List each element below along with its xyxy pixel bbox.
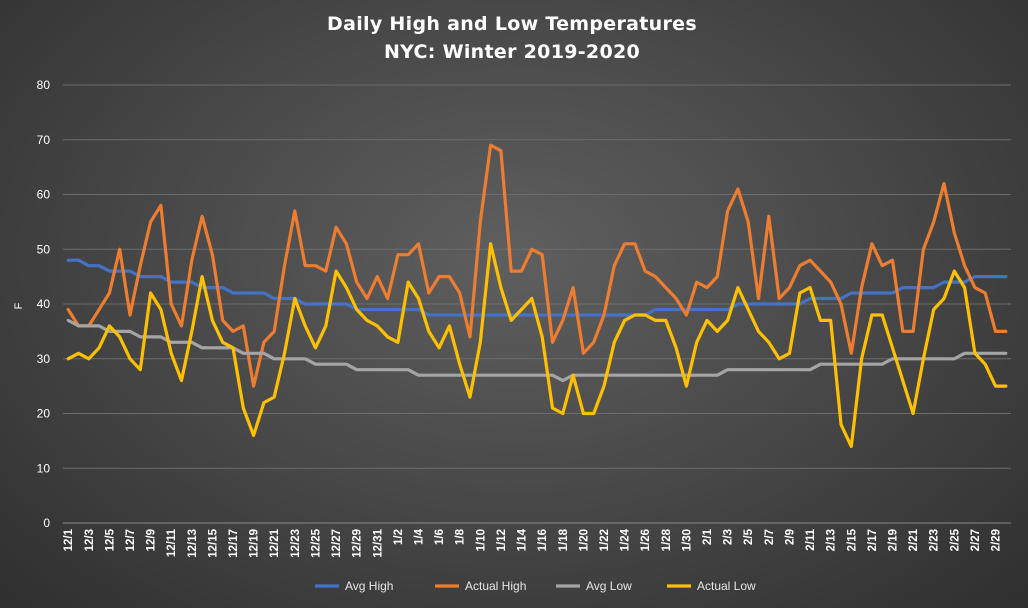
legend-item-avg-low: Avg Low — [556, 579, 632, 593]
x-tick-label: 2/5 — [743, 528, 755, 545]
x-tick-label: 1/8 — [455, 528, 467, 545]
legend-label: Avg Low — [586, 579, 632, 593]
legend-item-avg-high: Avg High — [315, 579, 393, 593]
x-tick-label: 12/9 — [146, 529, 158, 551]
y-tick-label: 50 — [37, 242, 51, 256]
y-tick-label: 0 — [43, 516, 50, 530]
x-tick-label: 1/30 — [681, 529, 693, 551]
x-tick-label: 1/24 — [620, 528, 632, 551]
x-tick-label: 1/22 — [599, 529, 611, 551]
chart-title: Daily High and Low Temperatures — [327, 13, 697, 35]
x-tick-label: 12/15 — [207, 528, 219, 557]
gridlines — [63, 84, 1011, 524]
x-tick-label: 2/25 — [949, 528, 961, 551]
x-tick-label: 1/20 — [578, 529, 590, 551]
y-axis-ticks: 0 10 20 30 40 50 60 70 80 — [37, 78, 51, 530]
x-tick-label: 12/27 — [331, 529, 343, 558]
y-tick-label: 80 — [37, 78, 51, 92]
x-tick-label: 12/13 — [187, 529, 199, 558]
x-tick-label: 2/11 — [805, 528, 817, 550]
x-tick-label: 2/19 — [888, 529, 900, 551]
legend-item-actual-high: Actual High — [435, 579, 526, 593]
x-tick-label: 1/14 — [517, 528, 529, 551]
series-line-actual-low — [66, 242, 1008, 448]
x-tick-label: 1/2 — [393, 529, 405, 545]
x-tick-label: 12/17 — [228, 529, 240, 558]
x-tick-label: 2/29 — [991, 529, 1003, 551]
x-tick-label: 2/1 — [702, 528, 714, 545]
x-tick-label: 1/12 — [496, 529, 508, 551]
x-tick-label: 2/9 — [784, 529, 796, 545]
x-tick-label: 1/6 — [434, 529, 446, 545]
x-tick-label: 1/16 — [537, 529, 549, 551]
x-tick-label: 2/21 — [908, 528, 920, 551]
y-axis-label: F — [13, 302, 25, 309]
x-tick-label: 2/23 — [929, 529, 941, 551]
x-tick-label: 2/3 — [723, 529, 735, 545]
legend-label: Actual Low — [697, 579, 756, 593]
legend-label: Actual High — [465, 579, 526, 593]
x-tick-label: 1/10 — [475, 529, 487, 551]
y-tick-label: 10 — [37, 461, 51, 475]
x-tick-label: 12/3 — [84, 529, 96, 551]
y-tick-label: 20 — [37, 407, 51, 421]
legend: Avg High Actual High Avg Low Actual Low — [315, 579, 756, 593]
series-line-actual-high — [66, 143, 1008, 388]
x-tick-label: 12/29 — [352, 529, 364, 558]
x-tick-label: 1/26 — [640, 529, 652, 551]
series-lines — [66, 143, 1008, 448]
x-tick-label: 12/11 — [166, 528, 178, 557]
y-tick-label: 60 — [37, 188, 51, 202]
x-tick-label: 2/13 — [826, 529, 838, 551]
x-tick-label: 12/1 — [63, 528, 75, 551]
series-line-avg-low — [66, 318, 1008, 383]
x-tick-label: 12/23 — [290, 529, 302, 558]
x-axis-ticks: 12/1 12/3 12/5 12/7 12/9 12/11 12/13 12/15 12/17… — [63, 528, 1002, 557]
chart-subtitle: NYC: Winter 2019-2020 — [384, 41, 640, 63]
x-tick-label: 12/5 — [104, 528, 116, 551]
x-tick-label: 1/28 — [661, 528, 673, 551]
y-tick-label: 70 — [37, 133, 51, 147]
y-tick-label: 40 — [37, 297, 51, 311]
x-tick-label: 12/7 — [125, 529, 137, 551]
x-tick-label: 1/18 — [558, 528, 570, 551]
x-tick-label: 2/7 — [764, 529, 776, 545]
x-tick-label: 1/4 — [414, 528, 426, 545]
x-tick-label: 12/25 — [310, 528, 322, 557]
x-tick-label: 12/21 — [269, 528, 281, 557]
x-tick-label: 2/17 — [867, 529, 879, 551]
x-tick-label: 2/27 — [970, 529, 982, 551]
y-tick-label: 30 — [37, 352, 51, 366]
legend-item-actual-low: Actual Low — [667, 579, 756, 593]
x-tick-label: 12/19 — [249, 529, 261, 558]
x-tick-label: 2/15 — [846, 528, 858, 551]
legend-label: Avg High — [345, 579, 393, 593]
x-tick-label: 12/31 — [372, 528, 384, 557]
